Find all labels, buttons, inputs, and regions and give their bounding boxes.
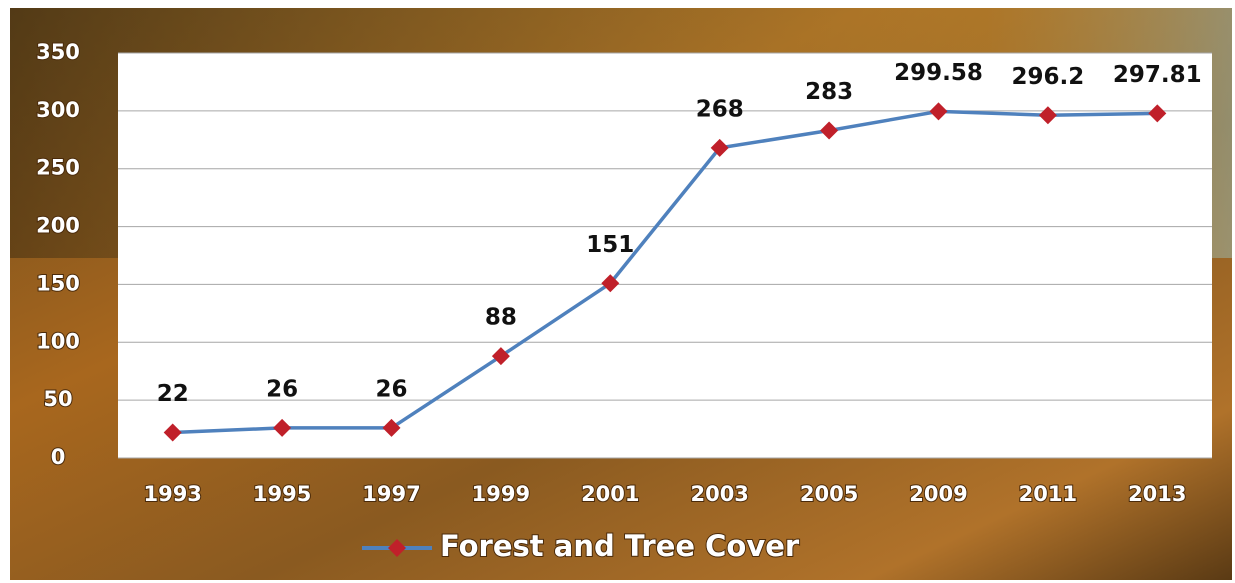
y-tick-label: 200 [36, 214, 80, 238]
y-tick-label: 150 [36, 271, 80, 295]
y-tick-label: 250 [36, 156, 80, 180]
data-label: 268 [696, 96, 744, 122]
x-tick-label: 2011 [1019, 482, 1077, 506]
x-tick-label: 1997 [362, 482, 420, 506]
x-tick-label: 2013 [1128, 482, 1186, 506]
data-label: 299.58 [894, 60, 983, 86]
legend-marker [388, 539, 406, 557]
marker [163, 423, 182, 442]
line [172, 109, 1158, 435]
x-tick-label: 2001 [581, 482, 639, 506]
data-label: 297.81 [1113, 62, 1202, 88]
marker [710, 138, 729, 157]
data-label: 88 [485, 305, 517, 331]
legend-label: Forest and Tree Cover [440, 529, 800, 563]
marker [601, 274, 620, 293]
y-tick-label: 0 [51, 445, 66, 469]
data-label: 296.2 [1012, 64, 1085, 90]
x-tick-label: 1995 [253, 482, 311, 506]
marker [1038, 106, 1057, 125]
y-tick-label: 50 [43, 387, 72, 411]
x-tick-label: 2003 [690, 482, 748, 506]
marker [491, 347, 510, 366]
y-tick-label: 350 [36, 40, 80, 64]
x-tick-label: 2005 [800, 482, 858, 506]
x-tick-label: 1999 [472, 482, 530, 506]
y-tick-label: 100 [36, 329, 80, 353]
marker [929, 102, 948, 121]
data-label: 26 [375, 376, 407, 402]
data-label: 22 [157, 381, 189, 407]
marker [273, 418, 292, 437]
data-label: 26 [266, 376, 298, 402]
data-label: 151 [586, 232, 634, 258]
marker [1148, 104, 1167, 123]
plot-area [118, 53, 1212, 458]
marker [820, 121, 839, 140]
marker [382, 418, 401, 437]
x-tick-label: 2009 [909, 482, 967, 506]
data-label: 283 [805, 79, 853, 105]
x-tick-label: 1993 [143, 482, 201, 506]
y-tick-label: 300 [36, 98, 80, 122]
